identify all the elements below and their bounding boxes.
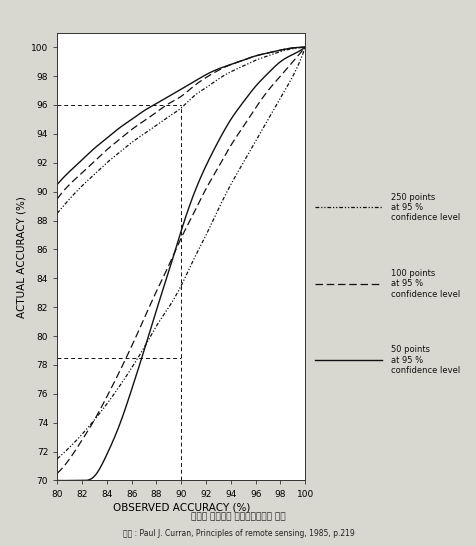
X-axis label: OBSERVED ACCURACY (%): OBSERVED ACCURACY (%) — [112, 503, 249, 513]
Y-axis label: ACTUAL ACCURACY (%): ACTUAL ACCURACY (%) — [17, 195, 27, 318]
Text: 관측된 정확도와 실제정확도와의 관계: 관측된 정확도와 실제정확도와의 관계 — [191, 513, 285, 521]
Text: 250 points
at 95 %
confidence level: 250 points at 95 % confidence level — [390, 193, 459, 222]
Text: 50 points
at 95 %
confidence level: 50 points at 95 % confidence level — [390, 346, 459, 375]
Text: 100 points
at 95 %
confidence level: 100 points at 95 % confidence level — [390, 269, 459, 299]
Text: 자료 : Paul J. Curran, Principles of remote sensing, 1985, p.219: 자료 : Paul J. Curran, Principles of remot… — [122, 529, 354, 538]
